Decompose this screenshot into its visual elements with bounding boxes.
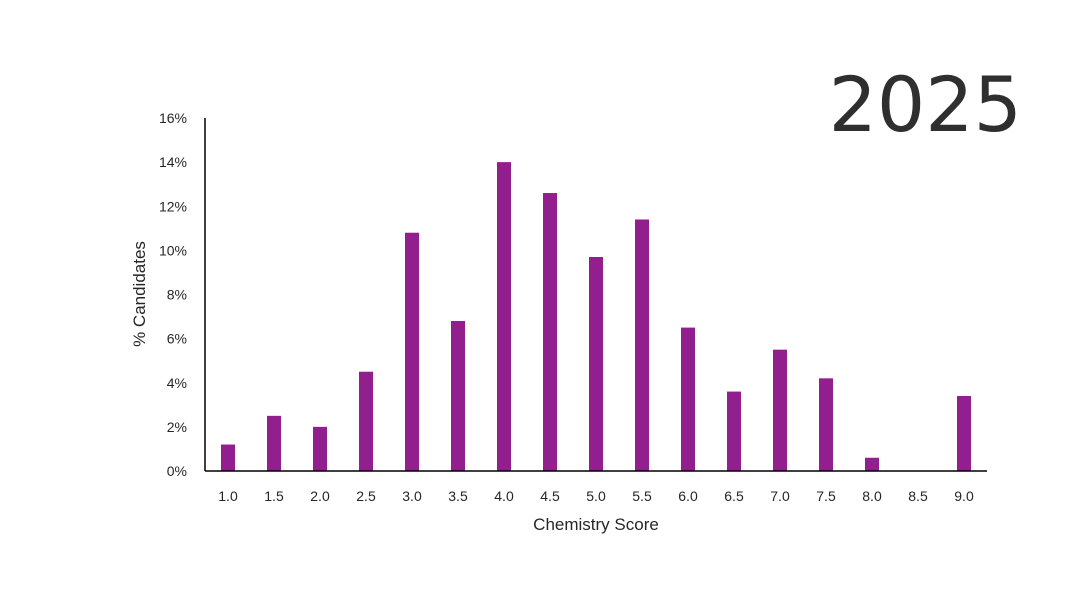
bar	[957, 395, 971, 471]
y-tick-label: 8%	[167, 287, 187, 303]
y-tick-label: 12%	[159, 198, 187, 214]
x-tick-label: 5.0	[586, 488, 606, 504]
y-tick-label: 2%	[167, 419, 187, 435]
x-axis-ticks: 1.0 1.5 2.0 2.5 3.0 3.5 4.0 4.5 5.0 5.5 6.0 6.5 7.0 7…	[218, 488, 974, 504]
x-tick-label: 4.5	[540, 488, 560, 504]
y-tick-label: 0%	[167, 463, 187, 479]
x-tick-label: 3.5	[448, 488, 468, 504]
x-tick-label: 2.0	[310, 488, 330, 504]
x-tick-label: 9.0	[954, 488, 974, 504]
bar	[865, 457, 879, 471]
bar	[681, 327, 695, 471]
y-tick-label: 10%	[159, 242, 187, 258]
bar	[497, 162, 511, 471]
x-tick-label: 6.0	[678, 488, 698, 504]
x-tick-label: 1.5	[264, 488, 284, 504]
y-tick-label: 16%	[159, 110, 187, 126]
y-tick-label: 14%	[159, 154, 187, 170]
bar	[819, 378, 833, 471]
x-tick-label: 1.0	[218, 488, 238, 504]
x-tick-label: 4.0	[494, 488, 514, 504]
y-axis-ticks: 0% 2% 4% 6% 8% 10% 12% 14% 16%	[159, 110, 187, 479]
x-tick-label: 8.5	[908, 488, 928, 504]
x-tick-label: 5.5	[632, 488, 652, 504]
bar	[313, 426, 327, 471]
x-tick-label: 8.0	[862, 488, 882, 504]
year-label: 2025	[829, 60, 1022, 149]
bar	[727, 391, 741, 471]
bar	[359, 371, 373, 471]
x-tick-label: 2.5	[356, 488, 376, 504]
bar	[451, 320, 465, 471]
bars	[221, 162, 971, 471]
bar	[405, 232, 419, 471]
y-tick-label: 4%	[167, 375, 187, 391]
y-axis-title: % Candidates	[130, 241, 149, 347]
x-tick-label: 6.5	[724, 488, 744, 504]
x-tick-label: 7.0	[770, 488, 790, 504]
bar	[267, 415, 281, 471]
x-tick-label: 3.0	[402, 488, 422, 504]
x-tick-label: 7.5	[816, 488, 836, 504]
bar	[221, 444, 235, 471]
y-tick-label: 6%	[167, 331, 187, 347]
bar	[543, 193, 557, 471]
bar	[773, 349, 787, 471]
x-axis-title: Chemistry Score	[533, 515, 659, 534]
bar	[589, 256, 603, 471]
bar	[635, 219, 649, 471]
